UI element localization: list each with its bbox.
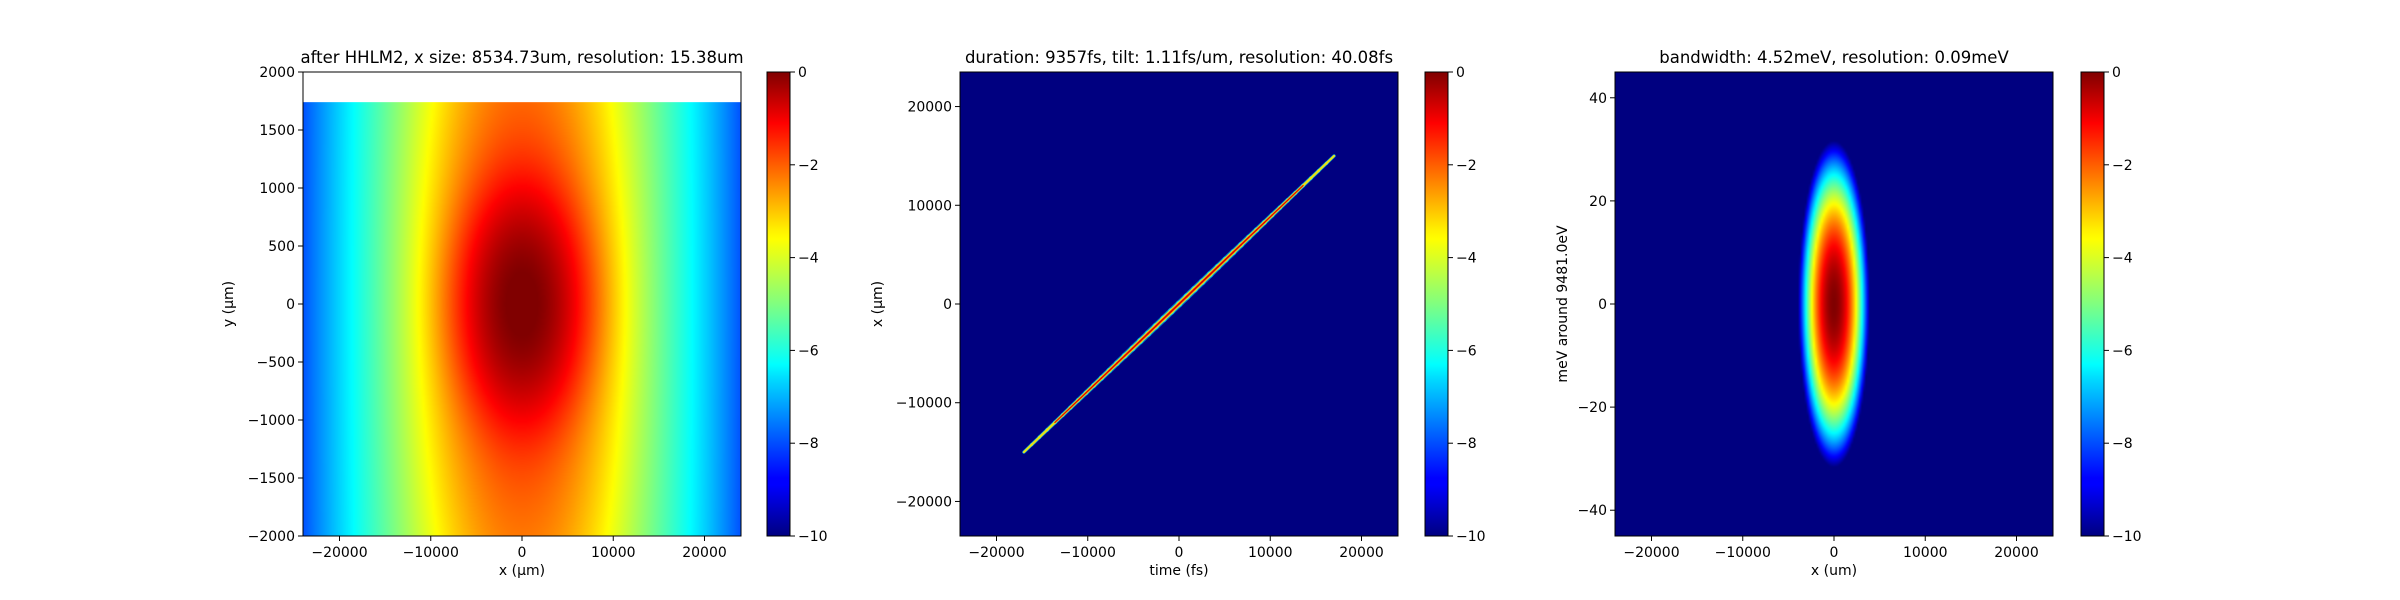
x-tick-label: 0 (518, 545, 527, 561)
y-tick-label: −1500 (248, 471, 295, 487)
y-tick-label: −500 (257, 355, 295, 371)
x-tick-label: −20000 (1623, 545, 1679, 561)
colorbar-tick-label: −10 (1456, 529, 1486, 545)
colorbar-tick-label: −4 (2112, 251, 2133, 267)
y-tick-label: 0 (1598, 297, 1607, 313)
heatmap-raster (1615, 72, 2053, 536)
colorbar-tick-label: −6 (1456, 343, 1477, 359)
colorbar-tick-label: 0 (2112, 65, 2121, 81)
x-axis-ticks: −20000 −10000 0 10000 20000 (311, 536, 726, 561)
y-tick-label: −40 (1577, 503, 1607, 519)
colorbar (767, 72, 790, 536)
y-tick-label: −2000 (248, 529, 295, 545)
colorbar-tick-label: −10 (798, 529, 828, 545)
y-tick-label: −1000 (248, 413, 295, 429)
colorbar-ticks: 0 −2 −4 −6 −8 −10 (790, 65, 828, 545)
colorbar-tick-label: −8 (798, 436, 819, 452)
colorbar-tick-label: −4 (798, 251, 819, 267)
colorbar-tick-label: −6 (2112, 343, 2133, 359)
colorbar-tick-label: −8 (2112, 436, 2133, 452)
x-tick-label: 20000 (1994, 545, 2039, 561)
y-axis-ticks: −40 −20 0 20 40 (1577, 91, 1615, 519)
heatmap-image (303, 102, 741, 536)
colorbar-tick-label: −4 (1456, 251, 1477, 267)
colorbar-tick-label: −2 (1456, 158, 1477, 174)
y-tick-label: 500 (268, 239, 295, 255)
y-tick-label: 0 (286, 297, 295, 313)
colorbar-tick-label: −10 (2112, 529, 2142, 545)
panel-beam-profile: after HHLM2, x size: 8534.73um, resoluti… (221, 48, 828, 579)
x-tick-label: 0 (1175, 545, 1184, 561)
x-axis-ticks: −20000 −10000 0 10000 20000 (968, 536, 1383, 561)
x-tick-label: 10000 (1903, 545, 1948, 561)
panel-spectrum-title: bandwidth: 4.52meV, resolution: 0.09meV (1659, 48, 2009, 67)
y-tick-label: 40 (1589, 91, 1607, 107)
y-tick-label: 1000 (259, 181, 295, 197)
colorbar-tick-label: 0 (1456, 65, 1465, 81)
x-tick-label: 10000 (591, 545, 636, 561)
heatmap-image (1615, 72, 2053, 536)
y-tick-label: −20 (1577, 400, 1607, 416)
panel-pulse-tilt-title: duration: 9357fs, tilt: 1.11fs/um, resol… (965, 48, 1393, 67)
x-axis-ticks: −20000 −10000 0 10000 20000 (1623, 536, 2038, 561)
x-tick-label: −10000 (1715, 545, 1771, 561)
colorbar-tick-label: 0 (798, 65, 807, 81)
colorbar-tick-label: −6 (798, 343, 819, 359)
y-axis-label: y (μm) (221, 281, 237, 327)
x-axis-label: x (μm) (499, 563, 545, 579)
x-tick-label: 20000 (1339, 545, 1384, 561)
colorbar-ticks: 0 −2 −4 −6 −8 −10 (1448, 65, 1486, 545)
y-axis-ticks: −2000 −1500 −1000 −500 0 500 1000 1500 2000 (248, 65, 303, 545)
colorbar-tick-label: −2 (2112, 158, 2133, 174)
colorbar-tick-label: −8 (1456, 436, 1477, 452)
y-tick-label: 10000 (907, 198, 952, 214)
x-tick-label: −10000 (403, 545, 459, 561)
x-tick-label: −10000 (1060, 545, 1116, 561)
y-axis-label: x (μm) (870, 281, 886, 327)
x-axis-label: time (fs) (1149, 563, 1208, 579)
panel-spectrum: bandwidth: 4.52meV, resolution: 0.09meV … (1555, 48, 2142, 579)
y-tick-label: 1500 (259, 123, 295, 139)
x-axis-label: x (um) (1811, 563, 1857, 579)
colorbar-tick-label: −2 (798, 158, 819, 174)
y-tick-label: −20000 (896, 494, 952, 510)
y-axis-label: meV around 9481.0eV (1555, 225, 1571, 383)
y-tick-label: 0 (943, 297, 952, 313)
y-tick-label: 20000 (907, 100, 952, 116)
x-tick-label: −20000 (311, 545, 367, 561)
x-tick-label: −20000 (968, 545, 1024, 561)
x-tick-label: 20000 (682, 545, 727, 561)
y-tick-label: 2000 (259, 65, 295, 81)
panel-pulse-tilt: duration: 9357fs, tilt: 1.11fs/um, resol… (870, 48, 1486, 579)
heatmap-raster (303, 102, 741, 536)
panel-beam-profile-title: after HHLM2, x size: 8534.73um, resoluti… (300, 48, 743, 67)
y-tick-label: 20 (1589, 194, 1607, 210)
colorbar (1425, 72, 1448, 536)
heatmap-image (960, 72, 1398, 536)
colorbar-ticks: 0 −2 −4 −6 −8 −10 (2104, 65, 2142, 545)
y-axis-ticks: −20000 −10000 0 10000 20000 (896, 100, 960, 511)
x-tick-label: 0 (1830, 545, 1839, 561)
colorbar (2081, 72, 2104, 536)
x-tick-label: 10000 (1248, 545, 1293, 561)
y-tick-label: −10000 (896, 396, 952, 412)
